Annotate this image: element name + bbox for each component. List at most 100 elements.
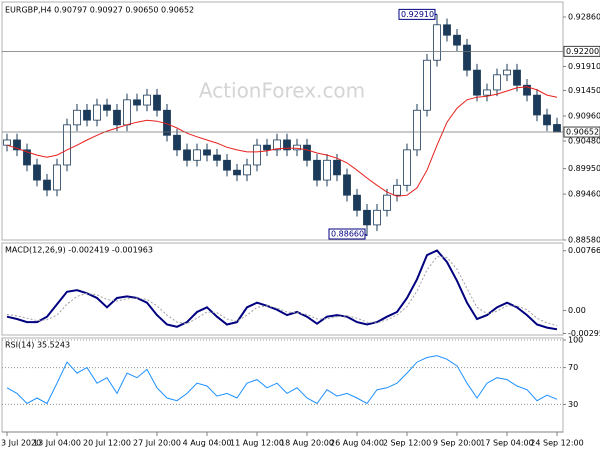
candle-body — [353, 194, 361, 211]
candle-body — [63, 124, 71, 166]
price-level-box — [563, 45, 600, 57]
candle-body — [423, 59, 431, 111]
price-panel — [1, 1, 564, 241]
candle-body — [193, 149, 201, 161]
candle-body — [333, 159, 341, 176]
candle-body — [233, 169, 241, 176]
x-tick-label: 9 Sep 20:00 — [433, 439, 481, 448]
price-level-box — [563, 126, 600, 138]
candle-body — [403, 149, 411, 186]
candle-body — [473, 69, 481, 96]
candle-body — [103, 104, 111, 111]
candle-body — [213, 154, 221, 161]
candle-body — [223, 159, 231, 171]
candle-body — [383, 194, 391, 211]
candle-body — [363, 209, 371, 226]
y-tick-label: 0.90960 — [568, 111, 600, 120]
x-tick-label: 20 Jul 12:00 — [83, 439, 131, 448]
x-tick-label: 27 Jul 20:00 — [133, 439, 181, 448]
candle-body — [533, 94, 541, 116]
candle-body — [323, 159, 331, 181]
indicator-line — [6, 355, 558, 405]
y-tick-label: 0.89460 — [568, 190, 600, 199]
candle-body — [463, 44, 471, 71]
x-tick-label: 24 Sep 12:00 — [530, 439, 583, 448]
candle-body — [273, 139, 281, 151]
candle-body — [433, 24, 441, 61]
indicator-line — [6, 86, 558, 197]
candle-body — [503, 69, 511, 76]
watermark: ActionForex.com — [199, 79, 365, 103]
x-tick-label: 26 Aug 04:00 — [330, 439, 384, 448]
y-tick-label: -0.002952 — [568, 329, 600, 338]
candle-body — [73, 109, 81, 126]
y-tick-label: 0.89950 — [568, 164, 600, 173]
candle-body — [263, 144, 271, 151]
candle-body — [443, 24, 451, 36]
x-tick-label: 11 Aug 12:00 — [230, 439, 284, 448]
x-tick-label: 13 Jul 04:00 — [33, 439, 81, 448]
candle-body — [173, 134, 181, 151]
candle-body — [33, 164, 41, 181]
annotation-box — [328, 228, 366, 240]
y-tick-label: 0.90480 — [568, 136, 600, 145]
panel-title: RSI(14) 35.5243 — [5, 341, 70, 350]
candle-body — [553, 124, 561, 133]
x-tick-label: 18 Aug 20:00 — [280, 439, 334, 448]
candle-body — [53, 164, 61, 191]
candle-body — [413, 109, 421, 151]
candle-body — [203, 149, 211, 156]
y-tick-label: 0.007663 — [568, 246, 600, 255]
indicator-line — [6, 256, 558, 327]
y-tick-label: 70 — [568, 363, 578, 372]
candle-body — [153, 94, 161, 111]
candle-body — [373, 209, 381, 226]
candle-body — [123, 99, 131, 126]
candle-body — [453, 34, 461, 46]
candle-body — [183, 149, 191, 161]
x-tick-label: 2 Sep 12:00 — [383, 439, 431, 448]
y-tick-label: 0.88580 — [568, 236, 600, 245]
candle-body — [483, 89, 491, 96]
x-tick-label: 17 Sep 04:00 — [480, 439, 533, 448]
candle-body — [113, 109, 121, 126]
x-tick-label: 3 Jul 2020 — [1, 439, 41, 448]
y-tick-label: 0.91450 — [568, 86, 600, 95]
panel-title: EURGBP,H4 0.90797 0.90927 0.90650 0.9065… — [5, 6, 194, 15]
y-tick-label: 0.91910 — [568, 62, 600, 71]
candle-body — [133, 99, 141, 106]
candle-body — [3, 139, 11, 146]
candle-body — [493, 74, 501, 91]
annotation-label: 0.92910 — [401, 10, 434, 19]
candle-body — [293, 144, 301, 151]
candle-body — [83, 109, 91, 121]
candle-body — [513, 69, 521, 86]
candle-body — [253, 144, 261, 166]
candle-body — [243, 164, 251, 176]
candle-body — [43, 179, 51, 191]
candle-body — [143, 94, 151, 106]
price-level-label: 0.92200 — [566, 47, 599, 56]
candle-body — [283, 139, 291, 151]
candle-body — [543, 114, 551, 126]
candle-body — [393, 184, 401, 196]
annotation-label: 0.88660 — [331, 230, 364, 239]
y-tick-label: 100 — [568, 336, 583, 345]
candle-body — [23, 149, 31, 166]
candle-body — [313, 159, 321, 181]
candle-body — [303, 144, 311, 161]
candle-body — [13, 139, 21, 151]
candle-body — [343, 174, 351, 196]
macd-panel — [1, 242, 564, 336]
y-tick-label: 0.92860 — [568, 12, 600, 21]
candle-body — [523, 84, 531, 96]
panel-title: MACD(12,26,9) -0.002419 -0.001963 — [5, 246, 153, 255]
indicator-line — [6, 249, 558, 331]
annotation-box — [398, 8, 436, 20]
price-level-label: 0.90652 — [566, 128, 599, 137]
candle-body — [93, 104, 101, 121]
y-tick-label: 30 — [568, 400, 578, 409]
x-tick-label: 4 Aug 04:00 — [183, 439, 232, 448]
